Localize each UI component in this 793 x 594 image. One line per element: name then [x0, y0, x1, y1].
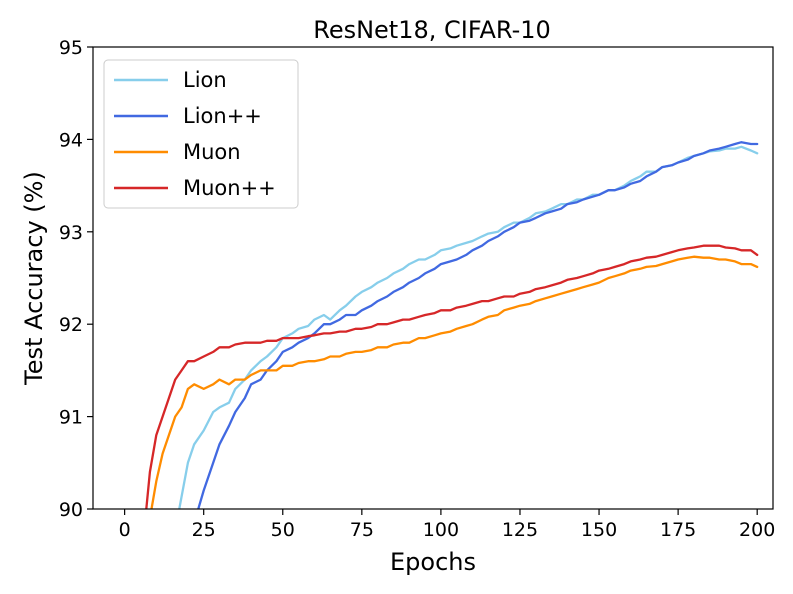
- y-tick-label: 90: [59, 499, 83, 521]
- series-line-muon: [150, 255, 759, 509]
- series-line-lionplusplus: [197, 141, 759, 509]
- y-tick-label: 91: [59, 407, 83, 429]
- y-tick-label: 93: [59, 222, 83, 244]
- legend-label: Muon: [183, 140, 241, 164]
- x-tick-label: 100: [423, 519, 459, 541]
- plot-area: [145, 141, 759, 509]
- y-axis-label: Test Accuracy (%): [20, 171, 48, 386]
- y-tick-label: 92: [59, 314, 83, 336]
- legend-label: Lion: [183, 68, 227, 92]
- series-line-muonplusplus: [145, 244, 759, 509]
- x-tick-label: 200: [739, 519, 775, 541]
- x-axis-label: Epochs: [390, 548, 476, 576]
- x-tick-label: 150: [581, 519, 617, 541]
- x-tick-label: 25: [192, 519, 216, 541]
- x-tick-label: 175: [660, 519, 696, 541]
- y-axis: 90 91 92 93 94 95: [59, 37, 93, 521]
- chart-title: ResNet18, CIFAR-10: [313, 16, 551, 44]
- x-axis: 0 25 50 75 100 125 150 175 200: [119, 509, 775, 541]
- legend-label: Muon++: [183, 176, 276, 200]
- plot-frame: [92, 46, 774, 510]
- y-tick-label: 95: [59, 37, 83, 59]
- y-tick-label: 94: [59, 129, 83, 151]
- x-tick-label: 75: [350, 519, 374, 541]
- x-tick-label: 50: [271, 519, 295, 541]
- x-tick-label: 125: [502, 519, 538, 541]
- legend-box: [103, 59, 299, 209]
- legend-label: Lion++: [183, 104, 262, 128]
- x-tick-label: 0: [119, 519, 131, 541]
- legend: Lion Lion++ Muon Muon++: [103, 59, 299, 209]
